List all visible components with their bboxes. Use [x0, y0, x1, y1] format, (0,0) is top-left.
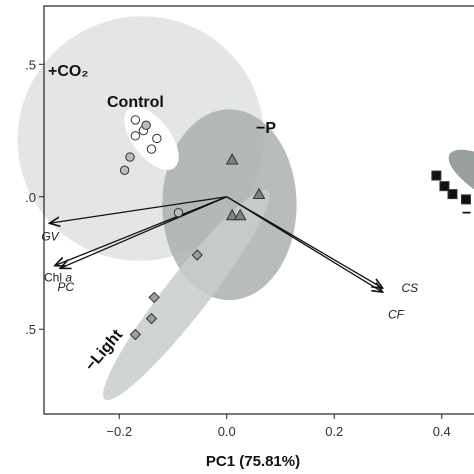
plot-frame: [43, 5, 474, 415]
point-light: [145, 312, 158, 325]
point-p: [252, 187, 266, 200]
point-p: [225, 153, 239, 165]
ellipse-group: [448, 149, 474, 212]
group-label-control: Control: [107, 94, 164, 111]
group-label-p: −P: [256, 120, 276, 137]
point-group: [439, 181, 450, 192]
point-light: [129, 328, 142, 341]
ellipse-light: [103, 189, 270, 401]
point-p: [225, 208, 239, 221]
vector-chl-a: [55, 196, 227, 266]
vector-label-pc: PC: [57, 280, 74, 294]
point-light: [148, 291, 160, 304]
point-control: [130, 115, 141, 125]
x-tick-label: 0.4: [433, 424, 451, 439]
sample-points: [119, 115, 471, 341]
vector-label-cf: CF: [388, 308, 405, 322]
point-light: [191, 249, 203, 261]
vector-label-cs: CS: [401, 281, 418, 295]
y-tick-label: .0: [25, 190, 36, 205]
x-tick-label: −0.2: [106, 424, 132, 439]
y-tick-label: .5: [25, 322, 36, 337]
point-group: [447, 189, 458, 200]
loading-vectors: GV Chl aPC CS CF: [41, 196, 418, 322]
point-group: [431, 170, 442, 181]
vector-cf: [226, 196, 383, 292]
point-co2-points: [125, 152, 135, 162]
point-p: [233, 208, 247, 221]
x-tick-label: 0.0: [218, 424, 236, 439]
point-co2-points: [173, 207, 184, 218]
x-axis-title: PC1 (75.81%): [206, 453, 300, 470]
point-group: [460, 194, 471, 205]
vector-label-gv: GV: [41, 229, 59, 243]
axes: −0.2 0.0 0.2 0.4 .5 .0 .5: [25, 57, 451, 439]
point-control: [130, 131, 141, 141]
group-label-group: −: [462, 205, 471, 222]
vector-pc: [60, 196, 228, 269]
vector-label-chl-a: Chl a: [44, 271, 72, 285]
confidence-ellipses: [17, 16, 474, 401]
point-co2-points: [141, 120, 151, 130]
point-co2-points: [119, 165, 130, 175]
x-tick-label: 0.2: [325, 424, 343, 439]
y-tick-label: .5: [25, 57, 36, 72]
group-label-co2: +CO₂: [48, 63, 88, 80]
point-control: [146, 144, 157, 154]
vector-gv: [49, 196, 227, 223]
point-control: [152, 133, 162, 144]
